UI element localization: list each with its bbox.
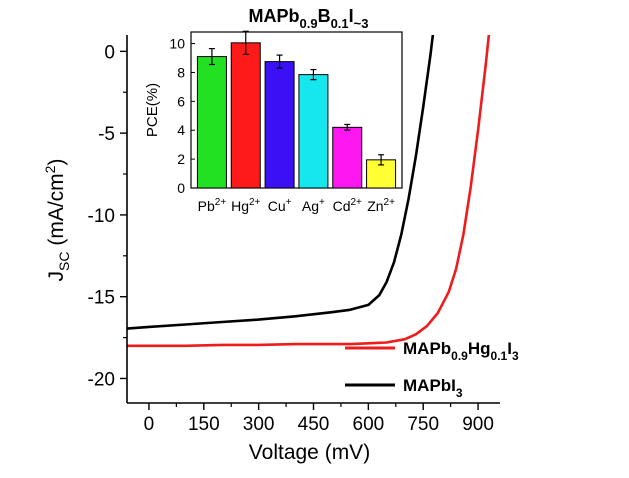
y-tick-label: -15 — [88, 288, 115, 309]
legend-label-2: MAPbI3 — [403, 376, 463, 400]
inset-y-tick-label: 8 — [177, 64, 185, 80]
inset-bar-1 — [196, 56, 227, 189]
x-tick-label: 900 — [462, 414, 494, 435]
inset-bar-5 — [332, 126, 363, 189]
inset-y-tick-label: 6 — [177, 93, 185, 109]
y-tick-label: -10 — [88, 206, 115, 227]
inset-category-label: Hg2+ — [231, 197, 260, 214]
inset-category-label: Ag+ — [302, 197, 325, 214]
x-tick-label: 150 — [188, 414, 220, 435]
y-axis-label: JSC (mA/cm2) — [42, 159, 72, 282]
inset-title: MAPb0.9B0.1I~3 — [249, 6, 369, 31]
series-line-2 — [127, 35, 435, 330]
inset-category-label: Cu+ — [268, 197, 292, 214]
inset-y-tick-label: 4 — [177, 122, 185, 138]
y-tick-label: -5 — [98, 124, 115, 145]
inset-y-tick-label: 0 — [177, 180, 185, 196]
inset-bar-2 — [230, 42, 261, 189]
series-line-1 — [127, 35, 491, 348]
inset-category-label: Pb2+ — [198, 197, 227, 214]
x-tick-label: 450 — [298, 414, 330, 435]
inset-category-label: Cd2+ — [333, 197, 362, 214]
inset-bar-4 — [298, 74, 329, 189]
y-tick-label: -20 — [88, 369, 115, 390]
x-tick-label: 300 — [243, 414, 275, 435]
x-tick-label: 600 — [353, 414, 385, 435]
inset-bar-3 — [264, 61, 295, 189]
y-tick-label: 0 — [104, 42, 115, 63]
x-tick-label: 0 — [144, 414, 155, 435]
inset-y-axis-label: PCE(%) — [144, 83, 161, 137]
inset-category-label: Zn2+ — [367, 197, 395, 214]
legend-label-1: MAPb0.9Hg0.1I3 — [403, 339, 519, 363]
inset-y-tick-label: 2 — [177, 151, 185, 167]
x-axis-label: Voltage (mV) — [249, 441, 370, 464]
x-tick-label: 750 — [407, 414, 439, 435]
inset-y-tick-label: 10 — [169, 36, 185, 52]
